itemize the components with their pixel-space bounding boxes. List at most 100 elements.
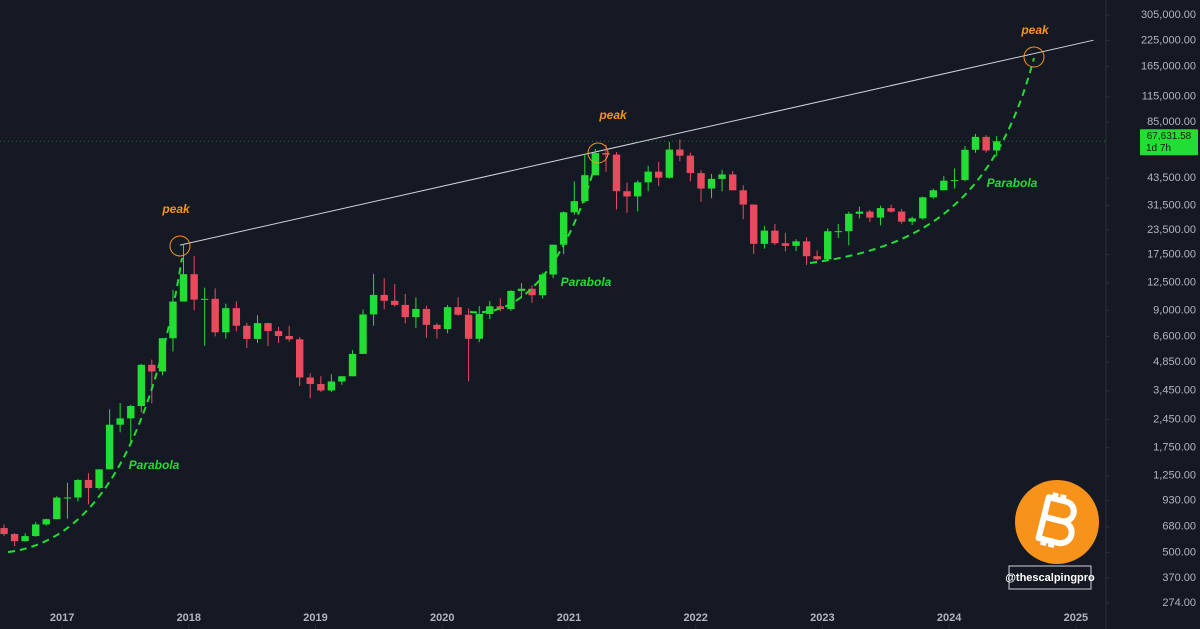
peak-label: peak [1020,23,1050,37]
trendline [179,39,1094,246]
candle-body [169,301,177,339]
candle-body [750,204,758,244]
x-tick-label: 2019 [303,612,327,624]
candle-body [42,519,50,525]
candle-body [602,153,610,155]
y-tick-label: 1,750.00 [1153,442,1196,454]
candle-body [623,191,631,197]
candle-body [612,154,621,192]
x-tick-label: 2018 [177,612,201,624]
candle-body [317,383,325,391]
candle-body [824,231,832,260]
y-tick-label: 500.00 [1162,547,1196,559]
candle-body [855,211,864,214]
y-tick-label: 115,000.00 [1142,91,1196,103]
bitcoin-logo [1015,480,1099,564]
candle-body [992,141,1001,151]
candle-body [253,323,262,339]
parabola-label: Parabola [987,176,1038,190]
candle-body [443,307,452,330]
candle-body [961,149,969,181]
candle-body [211,298,219,333]
watermark-box [1008,565,1092,590]
candle-body [813,256,821,260]
candle-body [707,178,716,189]
x-tick-label: 2020 [430,612,454,624]
axes: 305,000.00 225,000.00 165,000.00 115,000.00… [50,9,1198,629]
candle-body [274,331,283,336]
y-tick-label: 305,000.00 [1141,9,1196,21]
candle-body [295,339,304,378]
y-tick-label: 165,000.00 [1141,60,1196,72]
x-tick-label: 2023 [810,612,834,624]
candle-body [380,294,388,301]
candle-body [950,180,959,182]
candle-body [53,497,61,520]
y-tick-label: 370.00 [1162,572,1196,584]
candle-body [232,308,241,326]
y-tick-label: 12,500.00 [1147,277,1196,289]
candle-body [422,308,431,325]
y-tick-label: 930.00 [1162,495,1196,507]
candle-body [264,323,272,332]
candle-body [686,155,695,174]
candle-body [802,241,811,257]
candle-body [74,479,82,498]
y-tick-label: 85,000.00 [1147,116,1196,128]
candle-body [644,171,652,183]
candle-body [739,190,747,205]
parabola-label: Parabola [561,275,612,289]
candle-body [338,376,346,382]
countdown: 1d 7h [1146,143,1171,154]
candle-body [581,175,589,202]
x-tick-label: 2022 [683,612,707,624]
candle-body [528,288,536,296]
y-tick-label: 680.00 [1162,521,1196,533]
candle-body [940,180,948,191]
candle-body [348,353,357,377]
peak-circle [587,142,609,164]
peak-circle [169,235,191,257]
parabola-label: Parabola [129,458,180,472]
y-tick-label: 43,500.00 [1147,172,1196,184]
x-tick-label: 2025 [1064,612,1088,624]
candle-body [718,174,726,179]
candle-body [971,136,980,150]
y-tick-label: 274.00 [1162,597,1196,609]
y-tick-label: 225,000.00 [1141,34,1196,46]
candle-body [676,149,684,156]
candle-body [391,300,399,305]
y-tick-label: 3,450.00 [1153,385,1196,397]
candle-body [369,294,378,315]
candle-body [887,208,895,212]
candle-body [517,288,526,291]
candle-body [538,274,547,296]
candle-body [10,534,19,542]
parabola-curve [7,257,183,553]
candle-body [792,241,800,246]
x-tick-label: 2017 [50,612,74,624]
parabola-curve [469,154,599,314]
x-tick-label: 2021 [557,612,581,624]
candle-body [464,314,473,339]
candle-body [84,479,93,489]
candle-body [454,307,462,315]
candle-body [665,149,674,178]
y-tick-label: 1,250.00 [1153,470,1196,482]
peak-circle [1023,46,1045,68]
candle-body [0,528,8,535]
candle-body [179,274,188,302]
candle-body [95,469,103,489]
candle-body [845,213,853,232]
last-price-box [1140,129,1198,156]
candle-body [148,364,156,372]
parabola-curve [809,57,1035,264]
candle-body [475,313,483,339]
candle-body [327,381,336,391]
candle-body [306,377,314,384]
candle-body [412,308,420,318]
candle-body [32,524,40,537]
candle-body [200,298,209,300]
y-tick-label: 31,500.00 [1147,199,1196,211]
